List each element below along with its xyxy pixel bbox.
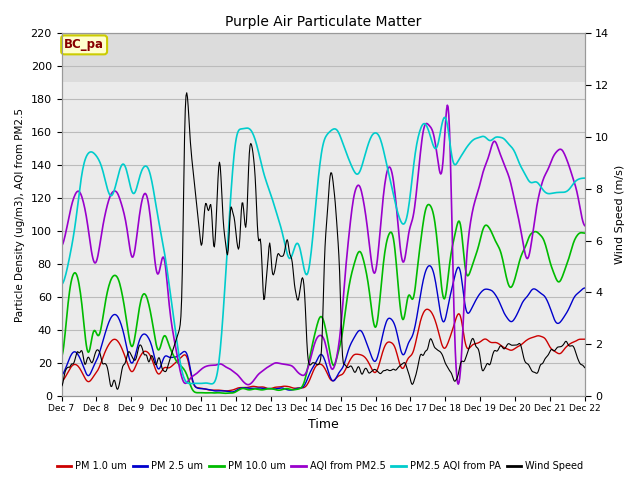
Title: Purple Air Particulate Matter: Purple Air Particulate Matter <box>225 15 421 29</box>
Y-axis label: Wind Speed (m/s): Wind Speed (m/s) <box>615 165 625 264</box>
Legend: PM 1.0 um, PM 2.5 um, PM 10.0 um, AQI from PM2.5, PM2.5 AQI from PA, Wind Speed: PM 1.0 um, PM 2.5 um, PM 10.0 um, AQI fr… <box>53 457 587 475</box>
Bar <box>61 33 585 83</box>
Y-axis label: Particle Density (ug/m3), AQI from PM2.5: Particle Density (ug/m3), AQI from PM2.5 <box>15 108 25 322</box>
X-axis label: Time: Time <box>308 419 339 432</box>
Text: BC_pa: BC_pa <box>64 38 104 51</box>
